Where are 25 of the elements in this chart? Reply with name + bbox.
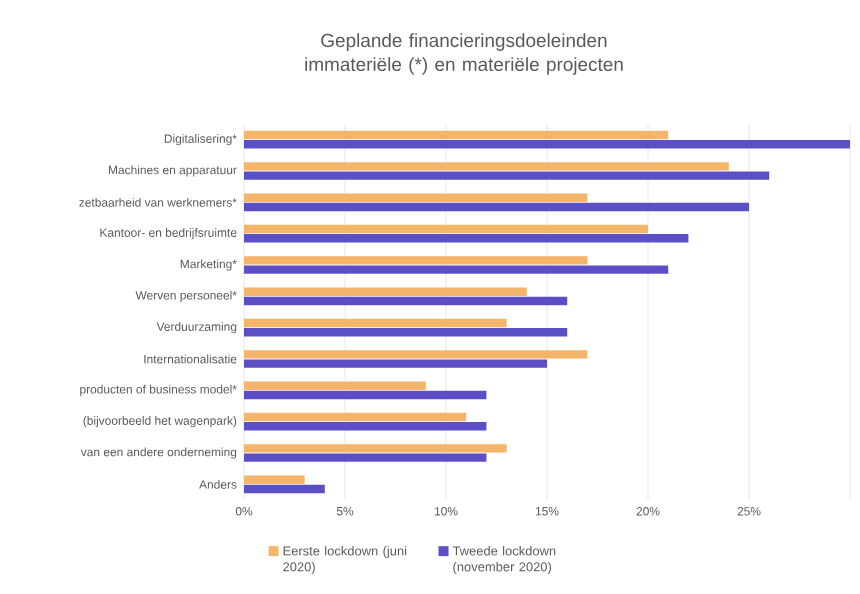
bar bbox=[244, 359, 547, 368]
bar bbox=[244, 130, 669, 140]
bar bbox=[244, 381, 426, 390]
bar bbox=[244, 453, 487, 462]
bar bbox=[244, 224, 648, 234]
bar bbox=[244, 234, 689, 243]
bar bbox=[244, 412, 467, 422]
bar bbox=[244, 162, 729, 171]
bar bbox=[244, 318, 507, 328]
bar bbox=[244, 296, 568, 306]
bar bbox=[244, 287, 527, 296]
bar bbox=[244, 256, 588, 265]
bar bbox=[244, 422, 487, 431]
bar bbox=[244, 265, 669, 274]
bar bbox=[244, 193, 588, 202]
chart-title: Geplande financieringsdoeleinden immateriële (*) en materiële projecten bbox=[305, 33, 623, 75]
bar bbox=[244, 475, 305, 484]
bar bbox=[244, 140, 851, 149]
bar bbox=[244, 328, 568, 337]
bar bbox=[244, 444, 507, 453]
bar bbox=[244, 171, 770, 180]
bar bbox=[244, 390, 487, 400]
bar bbox=[244, 350, 588, 359]
bar bbox=[244, 202, 750, 212]
bar bbox=[244, 484, 325, 494]
